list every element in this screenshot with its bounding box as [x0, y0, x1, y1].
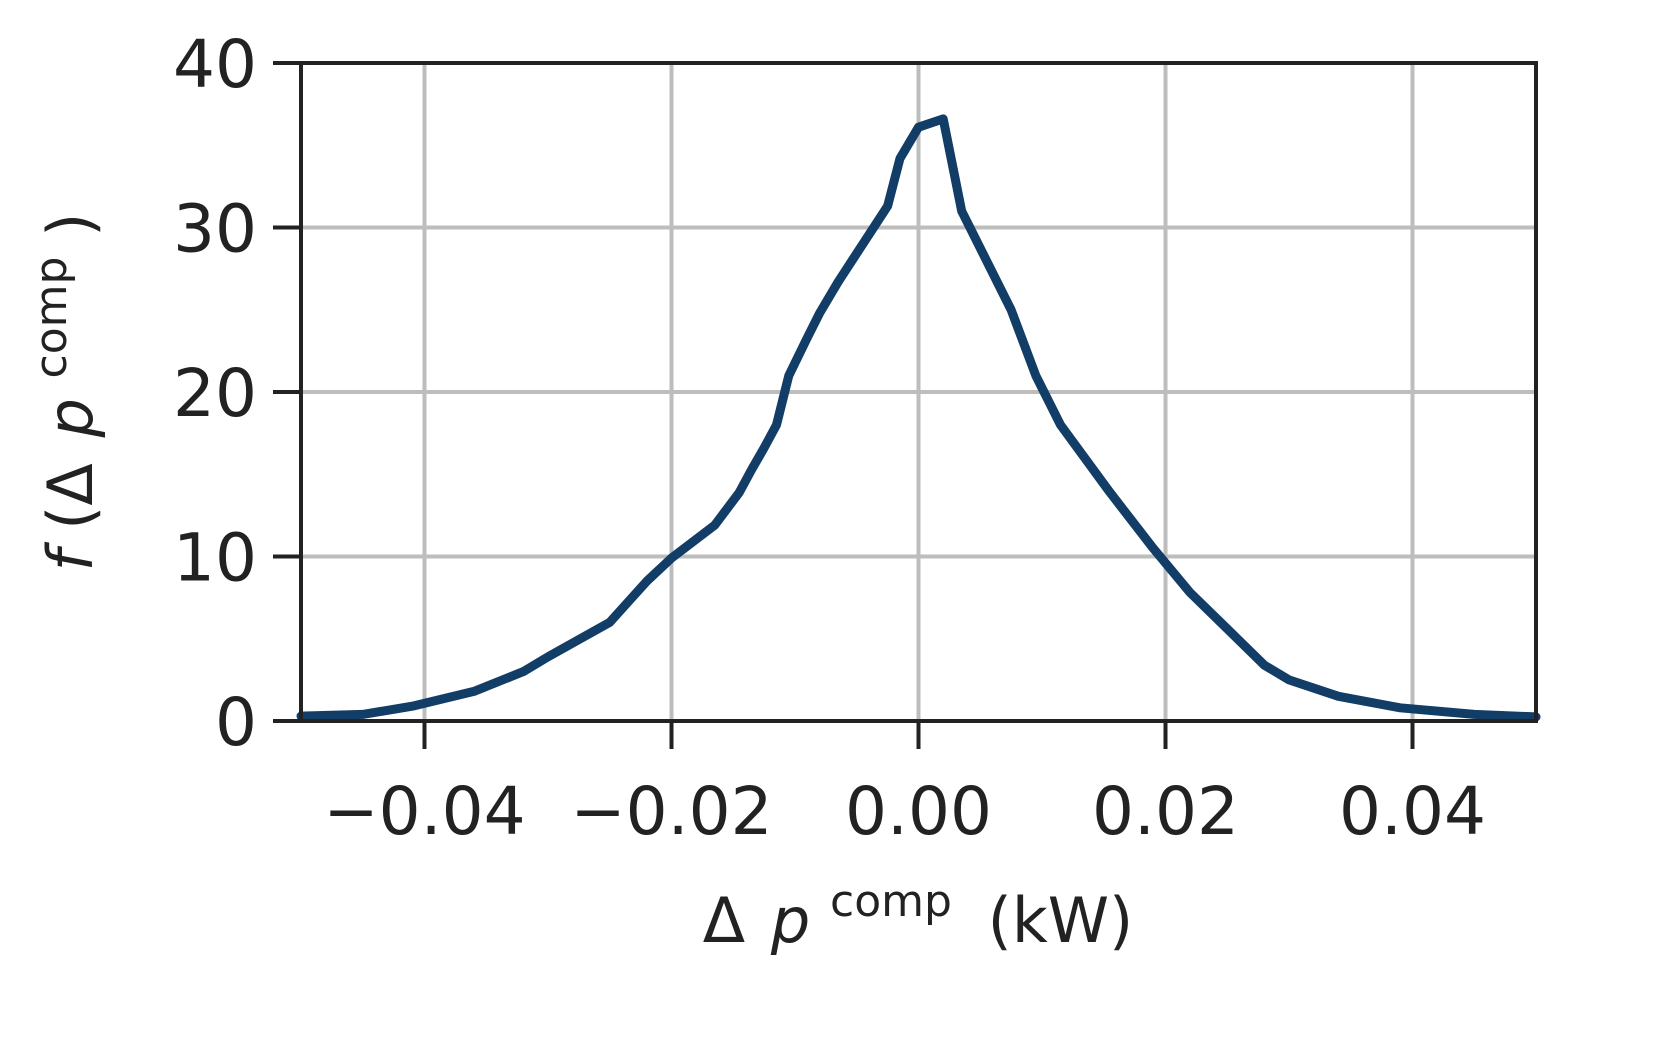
y-axis-label-open: (Δ	[34, 463, 107, 530]
x-axis-label-delta: Δ	[703, 884, 745, 957]
y-tick-label: 20	[173, 355, 257, 432]
x-tick-label: −0.02	[570, 773, 772, 850]
y-axis-label-sup: comp	[26, 257, 77, 379]
series-layer	[296, 114, 1541, 722]
ticks: −0.04 −0.02 0.00 0.02 0.04 0 10 20 30 40	[173, 26, 1486, 850]
y-axis-label-fn: f	[34, 541, 107, 571]
y-tick-label: 10	[173, 520, 257, 597]
grid	[301, 63, 1536, 721]
y-axis-label-close: )	[34, 213, 107, 237]
x-tick-label: 0.02	[1092, 773, 1239, 850]
x-axis-label-sup: comp	[830, 876, 952, 927]
x-tick-label: 0.04	[1339, 773, 1486, 850]
y-tick-label: 0	[215, 684, 257, 761]
density-series-line	[296, 114, 1541, 722]
y-axis-label-var: p	[34, 398, 107, 438]
y-tick-label: 40	[173, 26, 257, 103]
x-axis-label-var: p	[770, 884, 810, 957]
x-axis-label: Δ p comp (kW)	[703, 858, 1133, 957]
x-tick-label: −0.04	[323, 773, 525, 850]
y-tick-label: 30	[173, 191, 257, 268]
y-axis-label: f (Δ p comp )	[8, 213, 107, 572]
x-tick-label: 0.00	[845, 773, 992, 850]
x-axis-label-unit: (kW)	[988, 884, 1134, 957]
